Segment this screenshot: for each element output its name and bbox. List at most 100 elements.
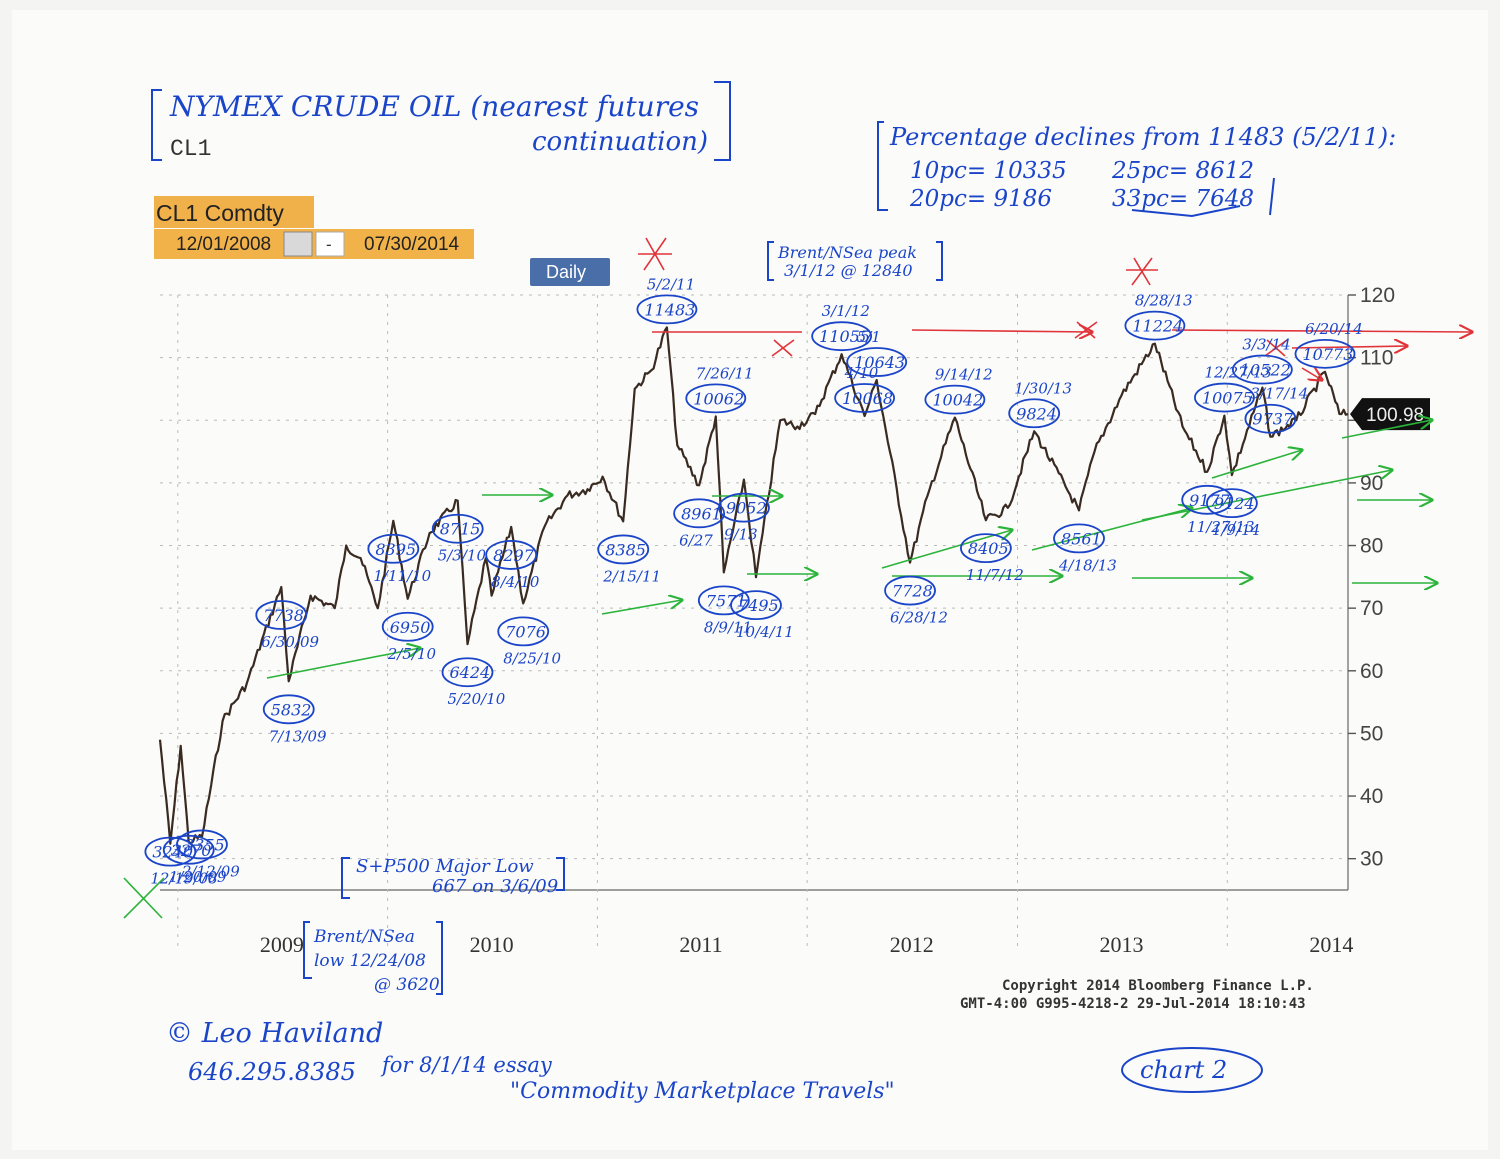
label-date: 8/28/13 <box>1135 292 1193 310</box>
label-date: 9/13 <box>724 526 758 544</box>
circled-label: 9824 1/30/13 <box>1008 379 1072 429</box>
label-circle <box>834 383 896 413</box>
label-circle <box>636 294 698 325</box>
circled-label: 7728 6/28/12 <box>884 575 948 627</box>
sp500-note-2: 667 on 3/6/09 <box>432 876 558 897</box>
pct-33: 33pc= 7648 <box>1112 186 1254 212</box>
x-tick-label: 2013 <box>1100 932 1144 957</box>
calendar-icon[interactable] <box>283 231 313 257</box>
label-date: 1/11/10 <box>373 567 431 585</box>
label-value: 10643 <box>854 353 905 372</box>
label-date: 6/28/12 <box>890 609 948 627</box>
label-circle <box>1053 523 1105 554</box>
brent-peak-2: 3/1/12 @ 12840 <box>784 261 913 280</box>
label-date: 11/27/13 <box>1187 518 1254 536</box>
brent-low-1: Brent/NSea <box>313 927 415 947</box>
label-value: 10068 <box>842 389 893 408</box>
label-circle <box>718 492 770 523</box>
copyright-text: Copyright 2014 Bloomberg Finance L.P. <box>1002 978 1314 994</box>
label-circle <box>811 321 873 352</box>
label-circle <box>441 657 494 688</box>
label-date: 11/7/12 <box>966 566 1024 584</box>
chart-number: chart 2 <box>1140 1056 1227 1084</box>
label-value: 7495 <box>738 596 779 615</box>
title-annotation: NYMEX CRUDE OIL (nearest futures <box>169 90 699 123</box>
circled-label: 8405 11/7/12 <box>960 533 1024 584</box>
label-circle <box>960 533 1012 564</box>
security-name: CL1 Comdty <box>156 200 284 226</box>
circled-label: 9737 3/17/14 <box>1244 385 1308 434</box>
x-tick-label: 2014 <box>1309 932 1353 957</box>
red-resistance-arrows <box>638 237 1472 380</box>
label-circle <box>1194 382 1255 413</box>
circled-label: 6950 2/5/10 <box>381 611 436 663</box>
circled-price-labels: 3240 12/19/08 3270 1/20/09 3355 2/12/09 7738 6/… <box>144 275 1363 888</box>
circled-label: 7495 10/4/11 <box>730 590 794 641</box>
circled-label: 11224 8/28/13 <box>1124 292 1193 341</box>
label-value: 8961 <box>681 504 722 523</box>
timestamp-text: GMT-4:00 G995-4218-2 29-Jul-2014 18:10:4… <box>960 996 1306 1012</box>
label-value: 10522 <box>1240 361 1291 380</box>
label-value: 6950 <box>390 618 431 637</box>
pct-20: 20pc= 9186 <box>909 186 1052 212</box>
label-circle <box>697 585 750 616</box>
title-annotation-2: continuation) <box>532 127 708 157</box>
label-circle <box>255 600 308 630</box>
circled-label: 5832 7/13/09 <box>262 694 327 745</box>
label-date: 10/4/11 <box>736 623 794 641</box>
label-value: 9824 <box>1016 404 1057 423</box>
sp500-note-1: S+P500 Major Low <box>356 856 534 877</box>
label-circle <box>1294 338 1356 369</box>
price-chart: 30405060708090100110120 2009201020112012… <box>123 81 1488 1104</box>
price-series-line <box>158 326 1349 845</box>
plot-area: 30405060708090100110120 2009201020112012… <box>160 284 1395 957</box>
circled-label: 8715 5/3/10 <box>431 513 487 565</box>
phone-note: 646.295.8385 <box>188 1058 356 1086</box>
label-date: 5/1 <box>857 328 881 346</box>
label-date: 8/9/11 <box>704 618 752 636</box>
end-date-field[interactable]: 07/30/2014 <box>364 234 460 255</box>
label-circle <box>144 836 197 867</box>
label-value: 10773 <box>1303 345 1354 364</box>
y-tick-label: 70 <box>1360 597 1383 620</box>
label-date: 12/27/13 <box>1204 364 1271 382</box>
label-date: 9/14/12 <box>935 366 993 384</box>
label-value: 10062 <box>693 389 744 408</box>
start-date-field[interactable]: 12/01/2008 <box>176 234 271 255</box>
label-circle <box>884 575 936 606</box>
circled-label: 10075 12/27/13 <box>1194 364 1272 413</box>
circled-label: 10062 7/26/11 <box>685 364 754 414</box>
label-circle <box>673 498 726 529</box>
label-date: 5/2/11 <box>647 275 695 293</box>
label-value: 8715 <box>440 520 481 539</box>
handwritten-annotations <box>151 81 1275 1093</box>
label-date: 1/30/13 <box>1014 379 1072 397</box>
label-circle <box>1181 484 1234 515</box>
pct-10: 10pc= 10335 <box>910 158 1067 184</box>
label-circle <box>1008 398 1061 429</box>
x-tick-label: 2010 <box>470 932 514 957</box>
circled-label: 11483 5/2/11 <box>636 275 698 325</box>
label-date: 6/20/14 <box>1305 320 1363 338</box>
label-circle <box>162 834 215 865</box>
security-header: CL1 Comdty 12/01/2008 - 07/30/2014 Daily… <box>154 136 610 286</box>
label-date: 7/26/11 <box>696 364 754 382</box>
label-circle <box>1206 488 1258 519</box>
y-tick-label: 60 <box>1360 660 1383 683</box>
label-date: 8/4/10 <box>491 573 540 591</box>
circled-label: 8961 6/27 <box>673 498 726 549</box>
label-value: 8385 <box>605 540 646 559</box>
daily-period-button[interactable] <box>530 258 610 286</box>
y-tick-label: 50 <box>1360 722 1383 745</box>
y-tick-label: 40 <box>1360 785 1383 808</box>
label-date: 2/15/11 <box>602 567 661 585</box>
label-date: 5/3/10 <box>438 547 487 565</box>
label-circle <box>924 384 986 415</box>
circled-label: 9052 9/13 <box>718 492 770 544</box>
label-date: 1/20/09 <box>169 868 227 886</box>
label-value: 3240 <box>152 843 193 862</box>
circled-label: 11055 3/1/12 <box>811 302 873 352</box>
label-date: 12/19/08 <box>150 870 217 888</box>
label-circle <box>262 694 315 725</box>
